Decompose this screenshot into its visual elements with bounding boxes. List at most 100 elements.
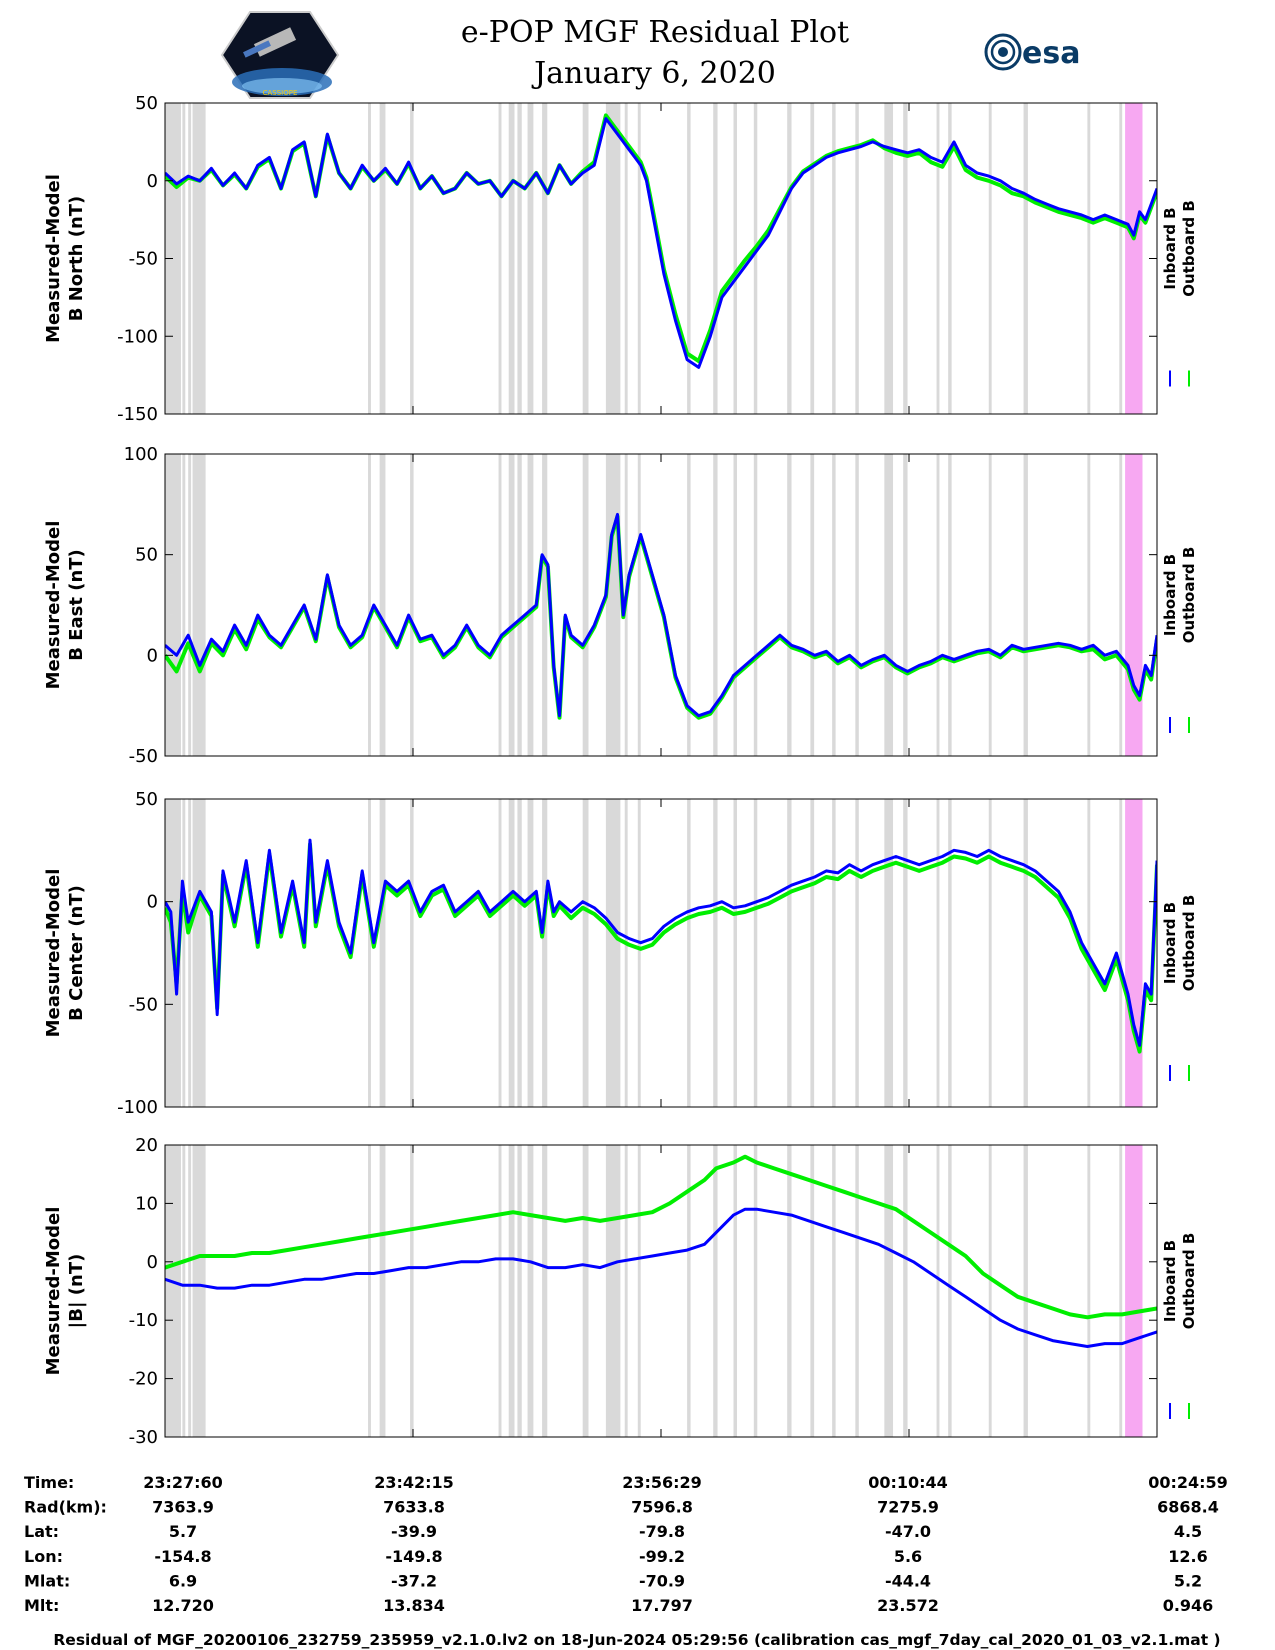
table-cell: 23:42:15 — [374, 1473, 454, 1492]
table-cell: 0.946 — [1163, 1596, 1214, 1615]
gap-band — [498, 1145, 502, 1437]
gap-band — [713, 1145, 718, 1437]
y-tick-label: -50 — [129, 994, 158, 1015]
chart-panel-3: 50 0 -50 -100 Measured-Model B Center (nT) Inb… — [43, 789, 1198, 1118]
gap-band — [410, 799, 414, 1107]
y-tick-label: 50 — [135, 789, 158, 810]
gap-band — [832, 454, 836, 756]
chart-panel-4: 20 10 0 -10 -20 -30 Measured-Model |B| (nT) Inbo… — [43, 1135, 1198, 1448]
gap-band — [733, 1145, 737, 1437]
gap-band — [379, 1145, 386, 1437]
highlight-band — [1125, 454, 1143, 756]
legend-entry: Inboard B — [1161, 902, 1179, 984]
gap-band — [855, 1145, 859, 1437]
gap-band — [188, 454, 192, 756]
gap-band — [182, 103, 186, 414]
gap-band — [527, 103, 534, 414]
gap-band — [368, 1145, 371, 1437]
gap-band — [903, 799, 908, 1107]
gap-band — [687, 799, 691, 1107]
table-cell: 00:10:44 — [868, 1473, 948, 1492]
gap-band — [517, 799, 522, 1107]
legend-entry: Inboard B — [1161, 1240, 1179, 1322]
y-axis-label-line: Measured-Model — [43, 521, 64, 690]
gap-band — [188, 799, 192, 1107]
y-axis-label-line: B North (nT) — [66, 196, 87, 322]
table-cell: 5.7 — [169, 1522, 197, 1541]
gap-band — [855, 454, 859, 756]
y-axis-label: Measured-Model B North (nT) — [43, 174, 87, 343]
outboard-series-line-4 — [165, 1154, 1157, 1320]
highlight-band — [1125, 103, 1143, 414]
y-tick-label: -150 — [117, 404, 158, 425]
gap-band — [1023, 103, 1028, 414]
table-cell: 23:27:60 — [143, 1473, 223, 1492]
outboard-series-line-2 — [165, 514, 1157, 720]
table-row-label: Mlt: — [24, 1596, 59, 1615]
gap-band — [517, 103, 522, 414]
gap-band — [410, 103, 414, 414]
gap-band — [753, 1145, 758, 1437]
gap-band — [410, 1145, 414, 1437]
gap-band — [787, 799, 792, 1107]
axes-box — [164, 798, 1158, 1108]
gap-band — [832, 103, 836, 414]
gap-band — [182, 1145, 186, 1437]
gap-band — [508, 103, 515, 414]
table-cell: -70.9 — [639, 1571, 685, 1590]
gap-band — [582, 103, 589, 414]
gap-band — [637, 799, 641, 1107]
gap-band — [368, 799, 371, 1107]
gap-band — [948, 1145, 952, 1437]
table-cell: 12.6 — [1168, 1547, 1207, 1566]
y-tick-label: 0 — [147, 1252, 158, 1273]
y-axis-label: Measured-Model B East (nT) — [43, 521, 87, 690]
chart-panel-2: 100 50 0 -50 Measured-Model B East (nT) Inboar… — [43, 444, 1198, 767]
esa-logo-text: esa — [1022, 36, 1080, 71]
gap-band — [527, 1145, 534, 1437]
gap-band — [810, 454, 815, 756]
gap-band — [903, 454, 908, 756]
y-tick-label: 0 — [147, 892, 158, 913]
gap-band — [508, 799, 515, 1107]
gap-band — [1119, 103, 1123, 414]
gap-band — [605, 799, 621, 1107]
gap-band — [1023, 1145, 1028, 1437]
gap-band — [188, 103, 192, 414]
y-tick-label: 0 — [147, 171, 158, 192]
gap-band — [182, 454, 186, 756]
gap-band — [542, 799, 548, 1107]
table-cell: 17.797 — [631, 1596, 693, 1615]
y-tick-label: -100 — [117, 326, 158, 347]
y-tick-label: -30 — [129, 1427, 158, 1448]
gap-band — [1087, 454, 1091, 756]
legend-entry: Outboard B — [1180, 895, 1198, 992]
gap-band — [713, 454, 718, 756]
legend: Inboard BOutboard B — [1161, 895, 1198, 992]
gap-band — [624, 1145, 628, 1437]
gap-band — [582, 454, 589, 756]
gap-band — [733, 103, 737, 414]
gap-band — [517, 454, 522, 756]
gap-band — [1119, 454, 1123, 756]
gap-band — [542, 454, 548, 756]
y-tick-label: -100 — [117, 1097, 158, 1118]
table-cell: -39.9 — [391, 1522, 437, 1541]
plot-date: January 6, 2020 — [531, 56, 776, 91]
mission-logo-label: CASSIOPE — [263, 89, 298, 97]
chart-panel-1: 50 0 -50 -100 -150 Measured-Model B North (nT)… — [43, 93, 1198, 425]
gap-band — [733, 454, 737, 756]
table-cell: 23.572 — [877, 1596, 939, 1615]
gap-band — [936, 454, 940, 756]
legend-entry: Inboard B — [1161, 207, 1179, 289]
gap-band — [1119, 1145, 1123, 1437]
gap-band — [903, 1145, 908, 1437]
table-row-label: Lon: — [24, 1547, 63, 1566]
gap-band — [988, 799, 992, 1107]
y-axis-label-line: Measured-Model — [43, 869, 64, 1038]
gap-band — [787, 1145, 792, 1437]
esa-logo: esa — [984, 33, 1080, 71]
gap-band — [498, 799, 502, 1107]
gap-band — [624, 103, 628, 414]
legend: Inboard BOutboard B — [1161, 200, 1198, 297]
